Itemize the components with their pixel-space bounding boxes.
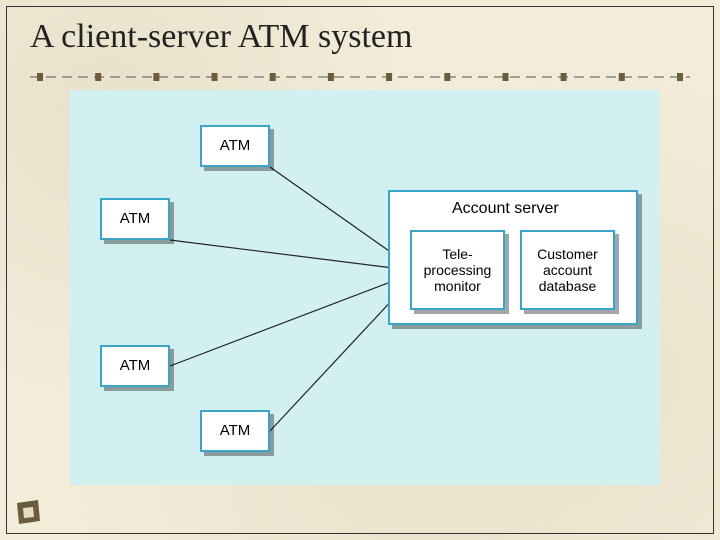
- bullet-icon: [14, 498, 42, 526]
- server-title: Account server: [452, 200, 559, 218]
- node-atm4: ATM: [200, 410, 270, 452]
- node-atm2: ATM: [100, 198, 170, 240]
- node-tp: Tele-processingmonitor: [410, 230, 505, 310]
- node-db: Customeraccountdatabase: [520, 230, 615, 310]
- node-atm1: ATM: [200, 125, 270, 167]
- diagram-panel: ATM ATM ATM ATM Account server Tele-processin…: [70, 90, 660, 485]
- page-title: A client-server ATM system: [30, 18, 412, 56]
- title-divider: [30, 72, 690, 82]
- server-group: Account server Tele-processingmonitorCust…: [388, 190, 638, 325]
- node-atm3: ATM: [100, 345, 170, 387]
